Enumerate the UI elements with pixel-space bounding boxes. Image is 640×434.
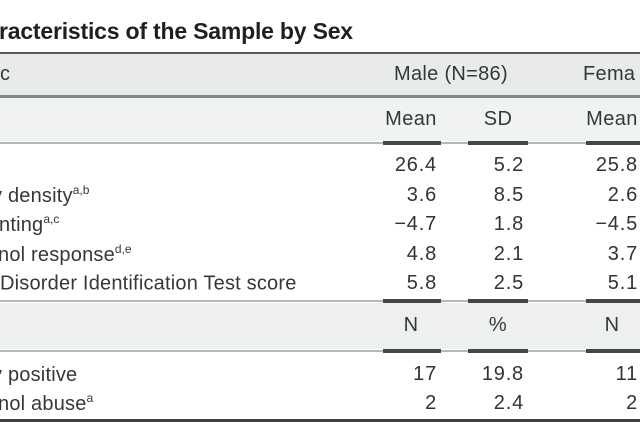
characteristics-table: c Male (N=86) Fema Mean SD Mean 26.4 5.2…	[0, 52, 640, 422]
table-row: y positive 17 19.8 11	[0, 359, 640, 389]
column-rule-segment	[468, 348, 528, 353]
header-female-group: Fema	[583, 63, 636, 85]
male-mean-value: −4.7	[394, 213, 437, 236]
mean-data-band: 26.4 5.2 25.8 y densitya,b 3.6 8.5 2.6 n…	[0, 145, 640, 299]
male-percent-value: 19.8	[481, 362, 524, 385]
male-n-value: 2	[425, 392, 437, 415]
column-rule-segment	[468, 141, 528, 145]
column-rule-segment	[586, 141, 640, 145]
male-sd-value: 8.5	[493, 183, 524, 206]
header-male-percent: %	[488, 314, 508, 336]
table-row: 26.4 5.2 25.8	[0, 151, 640, 181]
header-female-n: N	[604, 314, 620, 336]
male-sd-value: 2.1	[493, 242, 524, 265]
header-characteristic: c	[0, 63, 11, 85]
female-n-value: 2	[626, 392, 638, 415]
table-row: y densitya,b 3.6 8.5 2.6	[0, 180, 640, 210]
table-group-header-row: c Male (N=86) Fema	[0, 54, 640, 98]
header-male-n: N	[403, 314, 419, 336]
male-n-value: 17	[413, 362, 437, 385]
column-rule	[0, 348, 640, 353]
male-mean-value: 5.8	[406, 272, 437, 295]
table-row: ntinga,c −4.7 1.8 −4.5	[0, 210, 640, 240]
header-male-mean: Mean	[385, 108, 437, 130]
female-mean-value: 5.1	[607, 272, 638, 295]
row-label: nol responsed,e	[0, 241, 132, 266]
column-rule-segment	[383, 348, 441, 353]
row-label: Disorder Identification Test score	[0, 273, 297, 296]
table-row: nol responsed,e 4.8 2.1 3.7	[0, 239, 640, 269]
female-n-value: 11	[615, 362, 638, 385]
row-label: y densitya,b	[0, 182, 90, 207]
table-title: racteristics of the Sample by Sex	[0, 18, 353, 44]
column-rule	[0, 298, 640, 303]
column-rule-segment	[383, 141, 441, 145]
male-mean-value: 4.8	[406, 242, 437, 265]
male-percent-value: 2.4	[493, 392, 524, 415]
male-sd-value: 1.8	[493, 213, 524, 236]
female-mean-value: 3.7	[607, 242, 638, 265]
table-row: Disorder Identification Test score 5.8 2…	[0, 269, 640, 299]
row-label: y positive	[0, 363, 78, 386]
column-rule-segment	[586, 298, 640, 303]
male-sd-value: 2.5	[493, 272, 524, 295]
row-label: nol abusea	[0, 391, 94, 416]
column-rule	[0, 141, 640, 145]
header-male-sd: SD	[483, 108, 513, 130]
male-mean-value: 3.6	[406, 183, 437, 206]
column-rule-segment	[383, 298, 441, 303]
header-female-mean: Mean	[586, 108, 638, 130]
header-male-group: Male (N=86)	[394, 63, 508, 85]
female-mean-value: 25.8	[595, 154, 638, 177]
column-rule-segment	[586, 348, 640, 353]
table-row: nol abusea 2 2.4 2	[0, 389, 640, 419]
female-mean-value: −4.5	[595, 213, 638, 236]
column-rule-segment	[468, 298, 528, 303]
count-data-band: y positive 17 19.8 11 nol abusea 2 2.4 2	[0, 353, 640, 419]
row-label: ntinga,c	[0, 212, 60, 237]
table-mean-sd-header-row: Mean SD Mean	[0, 98, 640, 141]
male-sd-value: 5.2	[493, 154, 524, 177]
male-mean-value: 26.4	[394, 154, 437, 177]
female-mean-value: 2.6	[607, 183, 638, 206]
table-count-header-row: N % N	[0, 302, 640, 349]
